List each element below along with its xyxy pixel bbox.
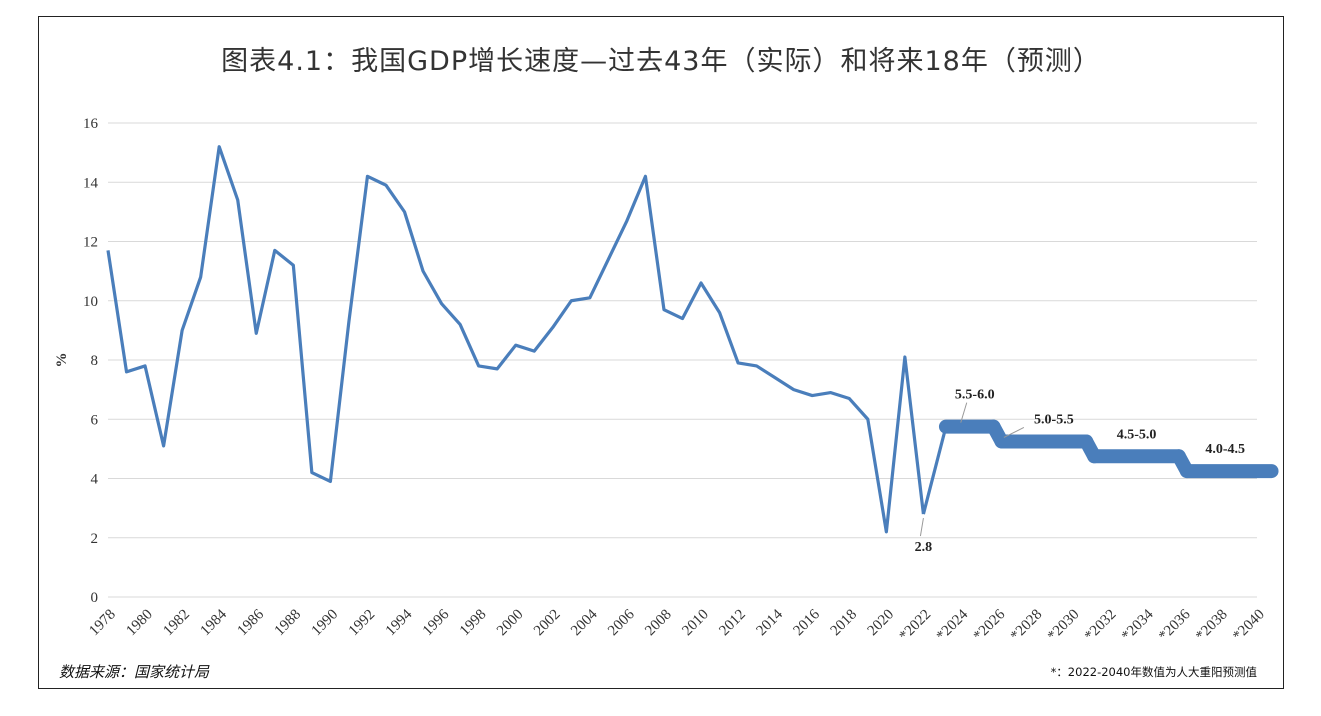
x-tick-label: *2036 — [1156, 606, 1194, 644]
x-tick-label: *2028 — [1008, 607, 1046, 645]
y-tick-label: 0 — [91, 590, 99, 606]
forecast-connector — [1079, 434, 1102, 464]
point-annotation: 2.8 — [915, 540, 933, 555]
y-tick-label: 12 — [83, 235, 98, 251]
x-tick-label: *2034 — [1119, 606, 1157, 644]
y-tick-label: 10 — [83, 294, 98, 310]
x-tick-label: *2024 — [933, 606, 971, 644]
forecast-connector — [986, 419, 1009, 449]
data-source-note: 数据来源：国家统计局 — [59, 663, 210, 681]
y-tick-label: 2 — [91, 531, 99, 547]
x-tick-label: *2030 — [1045, 607, 1083, 645]
y-axis-label: % — [54, 353, 70, 368]
leader-line — [1003, 427, 1025, 438]
x-tick-label: 1986 — [235, 606, 268, 639]
x-tick-label: 2000 — [494, 607, 527, 640]
x-tick-label: 2016 — [791, 606, 824, 639]
chart-title: 图表4.1：我国GDP增长速度—过去43年（实际）和将来18年（预测） — [221, 46, 1101, 77]
x-tick-label: 2004 — [568, 606, 601, 639]
forecast-bands — [938, 419, 1279, 479]
x-tick-label: 1996 — [420, 606, 453, 639]
forecast-label: 5.0-5.5 — [1034, 412, 1074, 427]
x-tick-label: 2018 — [828, 607, 861, 640]
x-tick-label: 2002 — [531, 607, 564, 640]
forecast-link-line — [921, 426, 948, 515]
y-tick-label: 16 — [83, 116, 99, 132]
grid-layer — [108, 122, 1257, 598]
x-tick-label: 2010 — [679, 607, 712, 640]
x-tick-label: 1984 — [197, 606, 230, 639]
x-tick-label: 1994 — [383, 606, 416, 639]
y-tick-label: 4 — [91, 472, 99, 488]
leader-line — [919, 517, 924, 537]
x-tick-label: 1980 — [123, 607, 156, 640]
x-tick-label: 2012 — [716, 607, 749, 640]
series-layer — [106, 145, 948, 534]
x-tick-label: *2038 — [1193, 607, 1231, 645]
x-tick-label: 1982 — [160, 607, 193, 640]
x-tick-label: 1978 — [86, 607, 119, 640]
forecast-label: 4.0-4.5 — [1205, 442, 1245, 457]
forecast-connector — [1171, 449, 1194, 479]
gdp-growth-line — [106, 145, 926, 534]
x-tick-label: 2020 — [865, 607, 898, 640]
y-tick-label: 6 — [91, 412, 99, 428]
chart-frame: 图表4.1：我国GDP增长速度—过去43年（实际）和将来18年（预测） 数据来源… — [38, 16, 1284, 689]
annotation-layer: 5.5-6.0 5.0-5.5 4.5-5.0 4.0-4.5 2.8 — [915, 388, 1245, 555]
x-tick-label: *2022 — [896, 607, 934, 645]
forecast-label: 4.5-5.0 — [1117, 427, 1157, 442]
x-tick-label: 2006 — [605, 606, 638, 639]
x-tick-label: 1990 — [309, 607, 342, 640]
x-tick-label: 2014 — [753, 606, 786, 639]
x-tick-label: 1992 — [346, 607, 379, 640]
x-axis: 1978 1980 1982 1984 1986 1988 1990 1992 1994 1996… — [86, 606, 1268, 644]
forecast-label: 5.5-6.0 — [955, 388, 995, 403]
y-axis: 0 2 4 6 8 10 12 14 16% — [54, 116, 99, 606]
x-tick-label: 1988 — [272, 607, 305, 640]
x-tick-label: 2008 — [642, 607, 675, 640]
x-tick-label: 1998 — [457, 607, 490, 640]
x-tick-label: *2032 — [1082, 607, 1120, 645]
leader-line — [960, 402, 968, 423]
x-tick-label: *2026 — [971, 606, 1009, 644]
y-tick-label: 14 — [83, 175, 99, 191]
forecast-footnote: *：2022-2040年数值为人大重阳预测值 — [1050, 665, 1257, 679]
x-tick-label: *2040 — [1230, 607, 1268, 645]
y-tick-label: 8 — [91, 353, 99, 369]
